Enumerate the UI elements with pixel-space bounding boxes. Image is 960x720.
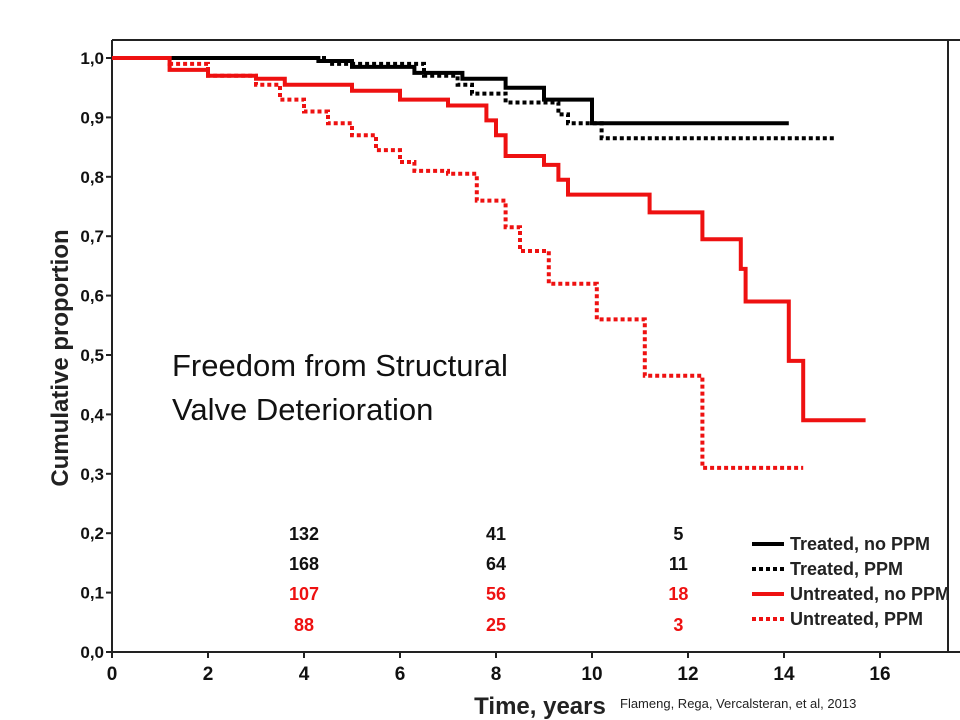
x-tick-label: 14 — [773, 664, 795, 685]
series-line-treated-no-ppm — [112, 56, 789, 126]
y-tick-label: 0,6 — [80, 287, 104, 306]
y-tick-label: 0,8 — [80, 168, 104, 187]
series-line-untreated-ppm — [112, 56, 804, 470]
risk-table-cell: 3 — [673, 615, 683, 635]
y-tick-label: 0,1 — [80, 584, 104, 603]
legend-label: Untreated, no PPM — [790, 584, 950, 604]
series-line-treated-ppm — [112, 56, 837, 141]
series-layer — [112, 56, 866, 470]
series-line-untreated-no-ppm — [112, 56, 866, 423]
y-ticks: 0,0 0,1 0,2 0,3 0,4 0,5 0,6 0,7 0,8 0,9 1,0 — [80, 49, 112, 662]
risk-table-cell: 41 — [486, 524, 506, 544]
y-tick-label: 1,0 — [80, 49, 104, 68]
legend-label: Treated, PPM — [790, 559, 903, 579]
y-tick-label: 0,4 — [80, 405, 104, 424]
x-tick-label: 6 — [395, 664, 406, 685]
x-axis-title: Time, years — [474, 693, 606, 720]
x-tick-label: 12 — [677, 664, 698, 685]
y-tick-label: 0,0 — [80, 643, 104, 662]
x-tick-label: 16 — [869, 664, 890, 685]
y-axis-title: Cumulative proportion — [47, 229, 74, 486]
y-tick-label: 0,3 — [80, 465, 104, 484]
risk-table: 132 41 5 168 64 11 107 56 18 88 25 3 — [289, 524, 688, 635]
legend: Treated, no PPM Treated, PPM Untreated, no… — [752, 534, 950, 629]
legend-label: Untreated, PPM — [790, 609, 923, 629]
risk-table-cell: 132 — [289, 524, 319, 544]
x-tick-label: 0 — [107, 664, 118, 685]
y-tick-label: 0,7 — [80, 227, 104, 246]
risk-table-cell: 11 — [669, 554, 688, 574]
risk-table-cell: 88 — [294, 615, 314, 635]
risk-table-cell: 56 — [486, 584, 506, 604]
risk-table-cell: 168 — [289, 554, 319, 574]
risk-table-cell: 18 — [668, 584, 688, 604]
x-tick-label: 8 — [491, 664, 502, 685]
risk-table-cell: 25 — [486, 615, 506, 635]
annotation-line-1: Freedom from Structural — [172, 348, 508, 383]
annotation-line-2: Valve Deterioration — [172, 392, 433, 427]
risk-table-cell: 64 — [486, 554, 506, 574]
y-tick-label: 0,9 — [80, 108, 104, 127]
x-ticks: 0 2 4 6 8 10 12 14 16 — [107, 652, 891, 685]
x-tick-label: 10 — [581, 664, 602, 685]
y-tick-label: 0,5 — [80, 346, 104, 365]
legend-label: Treated, no PPM — [790, 534, 930, 554]
x-tick-label: 4 — [299, 664, 310, 685]
x-tick-label: 2 — [203, 664, 214, 685]
source-credit: Flameng, Rega, Vercalsteran, et al, 2013 — [620, 696, 856, 711]
risk-table-cell: 107 — [289, 584, 319, 604]
y-tick-label: 0,2 — [80, 524, 104, 543]
risk-table-cell: 5 — [673, 524, 683, 544]
